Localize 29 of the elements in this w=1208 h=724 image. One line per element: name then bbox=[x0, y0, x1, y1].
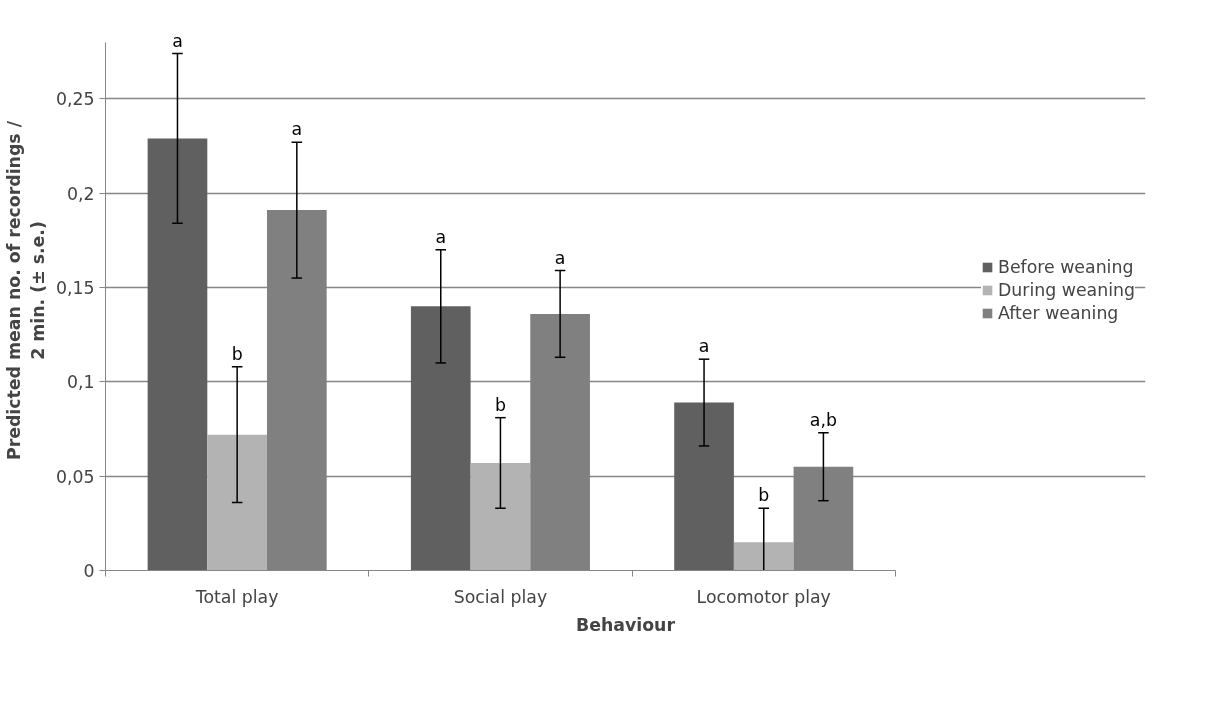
x-axis-title: Behaviour bbox=[575, 614, 676, 635]
bar bbox=[470, 462, 531, 571]
annotation: b bbox=[758, 485, 770, 506]
bar bbox=[410, 306, 471, 571]
annotation: b bbox=[231, 343, 243, 364]
legend-label: Before weaning bbox=[998, 257, 1134, 277]
annotation: a bbox=[554, 247, 566, 268]
bar bbox=[674, 402, 734, 571]
x-tick-label: Locomotor play bbox=[696, 586, 831, 607]
y-tick-label: 0,2 bbox=[66, 183, 95, 204]
bar bbox=[147, 138, 208, 571]
y-tick-label: 0,05 bbox=[55, 466, 95, 487]
annotation: a,b bbox=[809, 409, 837, 430]
x-tick-label: Total play bbox=[194, 586, 279, 607]
legend-label: During weaning bbox=[998, 280, 1135, 300]
y-tick-label: 0,15 bbox=[55, 277, 95, 298]
y-tick-label: 0 bbox=[83, 561, 95, 581]
bar bbox=[733, 542, 794, 571]
x-tick-label: Social play bbox=[453, 586, 548, 607]
y-tick-label: 0,1 bbox=[66, 372, 95, 393]
y-axis-title: Predicted mean no. of recordings / 2 min. (± s.e.) bbox=[3, 120, 48, 461]
annotation: a bbox=[435, 226, 447, 247]
annotation: a bbox=[698, 336, 710, 357]
annotation: a bbox=[172, 30, 183, 51]
y-tick-label: 0,25 bbox=[55, 89, 95, 110]
annotation: b bbox=[494, 394, 506, 415]
annotation: a bbox=[291, 119, 303, 140]
bar bbox=[207, 434, 267, 571]
legend-label: After weaning bbox=[998, 303, 1119, 323]
